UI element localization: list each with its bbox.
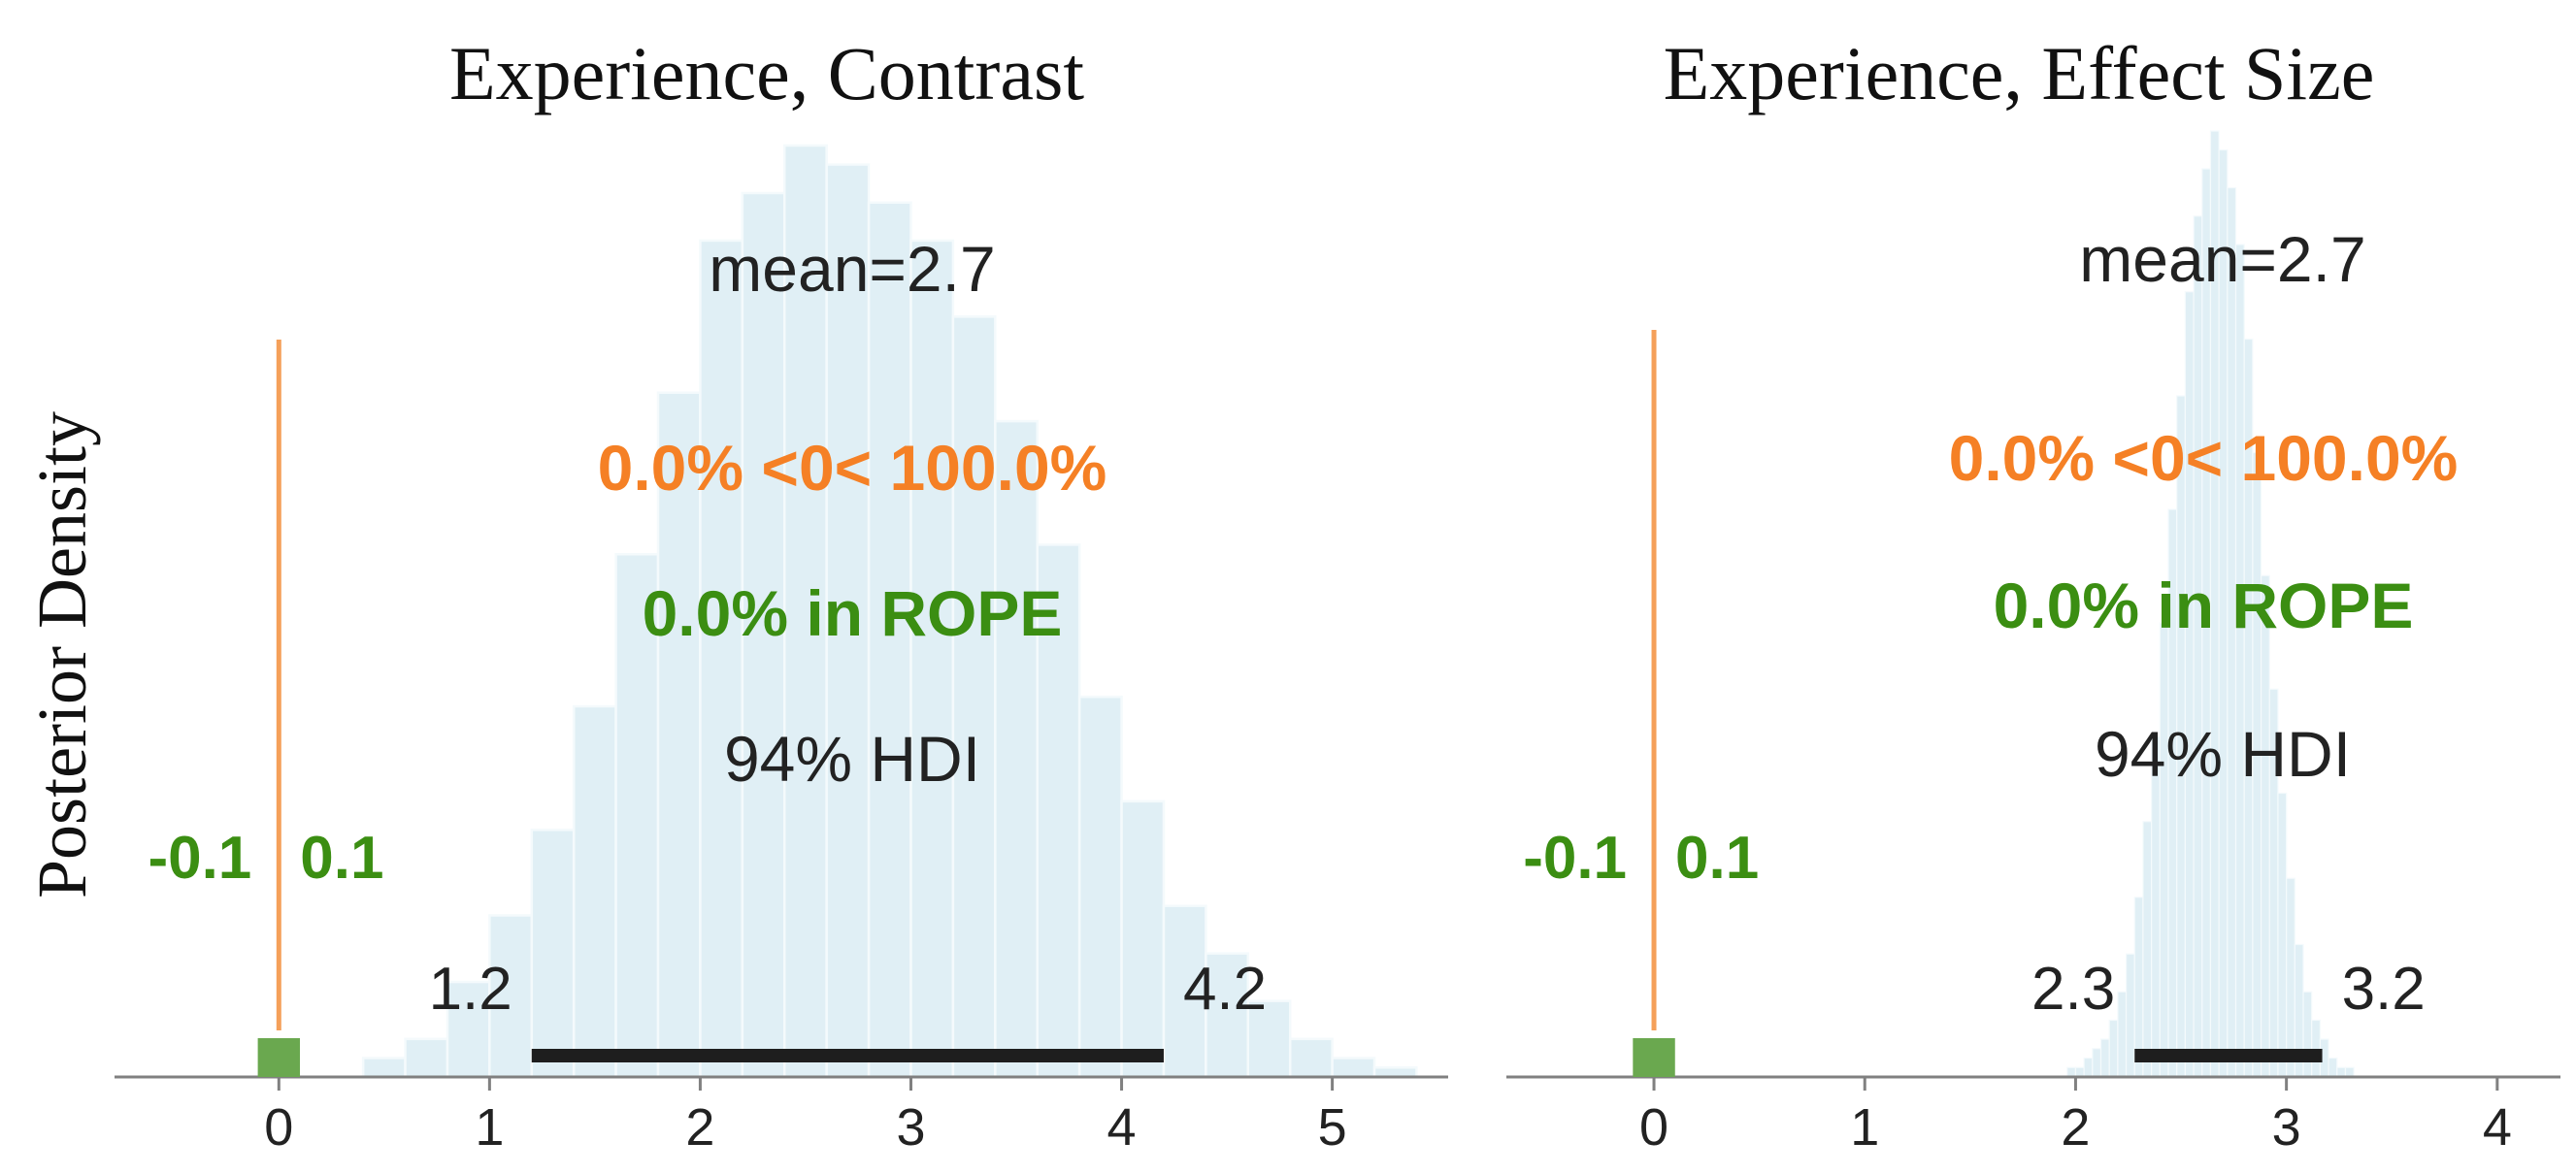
histogram-bar	[2286, 877, 2295, 1078]
x-tick-label: 0	[1639, 1098, 1668, 1157]
hdi-high-label: 3.2	[2342, 956, 2426, 1023]
histogram-bar	[1331, 1057, 1376, 1079]
histogram-bar	[572, 704, 617, 1079]
x-tick-label: 4	[1107, 1098, 1137, 1157]
x-tick-label: 3	[896, 1098, 925, 1157]
x-tick-label: 4	[2483, 1098, 2512, 1157]
histogram-bar	[2260, 574, 2270, 1078]
hdi-low-label: 2.3	[2031, 956, 2115, 1023]
histogram-bar	[2099, 1038, 2110, 1078]
histogram-bar	[361, 1057, 407, 1079]
histogram-bar	[2302, 991, 2313, 1078]
chart-title: Experience, Contrast	[449, 31, 1084, 115]
histogram-bar	[1120, 799, 1166, 1079]
probability-label: 0.0% <0< 100.0%	[1949, 422, 2459, 494]
histogram-bar	[1077, 695, 1123, 1079]
histogram-bar	[2092, 1048, 2102, 1078]
histogram-bar	[2234, 244, 2245, 1078]
histogram-bar	[2117, 991, 2128, 1078]
histogram-bar	[2083, 1057, 2094, 1078]
histogram-bar	[2108, 1019, 2119, 1078]
hdi-high-label: 4.2	[1183, 956, 1267, 1023]
chart-title: Experience, Effect Size	[1664, 31, 2375, 115]
histogram-bar	[909, 239, 955, 1079]
x-tick-label: 2	[685, 1098, 714, 1157]
panel-contrast: 0 1 2 3 4 5 1.2 4.2 -0.1 0.1 94% HDI 0.0% in ROPE 0.…	[115, 31, 1448, 1157]
histogram-bar	[2328, 1057, 2338, 1078]
histogram-bar	[2184, 291, 2195, 1078]
x-tick-label: 5	[1318, 1098, 1347, 1157]
histogram-bar	[1246, 999, 1292, 1079]
x-tick-label: 0	[264, 1098, 293, 1157]
y-axis-label: Posterior Density	[23, 411, 101, 898]
histogram-bar	[1288, 1037, 1334, 1079]
histogram-bar	[2193, 215, 2203, 1078]
histogram-bar	[1162, 904, 1207, 1079]
rope-marker	[257, 1038, 301, 1077]
rope-percent-label: 0.0% in ROPE	[643, 577, 1063, 649]
rope-low-label: -0.1	[1523, 825, 1627, 892]
hdi-low-label: 1.2	[429, 956, 512, 1023]
histogram-bar	[2159, 622, 2169, 1078]
rope-marker	[1633, 1038, 1675, 1077]
rope-low-label: -0.1	[148, 825, 251, 892]
histogram-bar	[783, 144, 828, 1079]
histogram-bar	[530, 829, 576, 1079]
histogram-bar	[2142, 821, 2153, 1078]
mean-label: mean=2.7	[2079, 223, 2365, 295]
panel-effect-size: 0 1 2 3 4 2.3 3.2 -0.1 0.1 94% HDI 0.0% in ROPE 0.0…	[1506, 31, 2560, 1157]
histogram-bar	[951, 315, 997, 1079]
rope-percent-label: 0.0% in ROPE	[1994, 570, 2414, 641]
x-tick-label: 1	[1850, 1098, 1879, 1157]
hdi-prob-label: 94% HDI	[724, 723, 980, 795]
probability-label: 0.0% <0< 100.0%	[598, 432, 1107, 504]
x-tick-label: 3	[2272, 1098, 2301, 1157]
histogram-bar	[2125, 953, 2135, 1078]
hdi-prob-label: 94% HDI	[2095, 718, 2351, 790]
histogram-bar	[2311, 1019, 2321, 1078]
mean-label: mean=2.7	[709, 233, 995, 305]
histogram-bar	[2277, 792, 2288, 1078]
x-tick-label: 1	[475, 1098, 504, 1157]
histogram-bar	[867, 201, 912, 1079]
x-tick-label: 2	[2061, 1098, 2090, 1157]
histogram-bar	[994, 419, 1039, 1079]
histogram-bar	[699, 239, 744, 1079]
histogram-bar	[404, 1037, 449, 1079]
rope-high-label: 0.1	[1675, 825, 1759, 892]
rope-high-label: 0.1	[300, 825, 383, 892]
